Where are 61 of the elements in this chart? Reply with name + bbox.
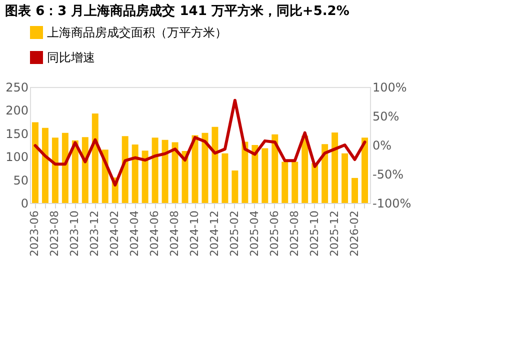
line-series	[34, 98, 366, 187]
bar	[242, 142, 248, 203]
bar	[272, 134, 278, 203]
y-tick-label: 150	[6, 126, 28, 141]
bar	[362, 138, 368, 203]
x-tick-label: 2025-04	[248, 210, 261, 256]
bar	[52, 138, 58, 203]
x-tick-label: 2023-08	[48, 210, 62, 256]
bar	[92, 113, 98, 203]
x-tick-label: 2024-08	[168, 210, 182, 256]
bar	[312, 163, 318, 203]
bar	[342, 153, 348, 203]
bar	[202, 132, 208, 203]
bar	[352, 178, 358, 203]
x-tick-label: 2025-10	[308, 210, 321, 256]
x-tick-label: 2024-02	[108, 210, 122, 256]
bar	[212, 126, 218, 203]
y2-tick-label: 100%	[372, 80, 407, 94]
x-tick-label: 2023-06	[28, 210, 42, 256]
bar	[132, 144, 138, 203]
x-tick-label: 2023-10	[68, 210, 82, 256]
y2-tick-label: 0%	[372, 138, 392, 152]
x-tick-label: 2026-02	[348, 210, 361, 256]
x-tick-label: 2024-04	[128, 210, 142, 256]
y2-tick-label: -100%	[372, 196, 412, 210]
bar	[32, 122, 38, 203]
bar	[332, 132, 338, 203]
bar	[262, 148, 268, 203]
x-tick-label: 2025-06	[268, 210, 281, 256]
bar	[42, 128, 48, 203]
x-tick-label: 2024-10	[188, 210, 202, 256]
x-tick-label: 2023-12	[88, 210, 102, 256]
y-tick-label: 100	[6, 150, 28, 164]
bar	[222, 153, 228, 203]
bar	[122, 136, 128, 203]
bar	[282, 162, 288, 203]
y-tick-label: 0	[20, 196, 28, 210]
legend-label: 上海商品房成交面积（万平方米）	[47, 26, 227, 40]
bar	[292, 162, 298, 203]
y-tick-label: 250	[6, 80, 28, 94]
bar	[252, 145, 258, 203]
chart-title: 图表 6：3 月上海商品房成交 141 万平方米，同比+5.2%	[5, 3, 350, 19]
x-tick-label: 2024-06	[148, 210, 162, 256]
bar	[142, 150, 148, 203]
x-tick-label: 2024-12	[208, 210, 221, 256]
y-tick-label: 200	[6, 104, 28, 118]
bar	[152, 138, 158, 203]
bar	[232, 170, 238, 203]
bar	[322, 144, 328, 203]
y2-tick-label: 50%	[372, 110, 400, 124]
bar	[302, 136, 308, 203]
bar	[172, 142, 178, 203]
bar	[192, 135, 198, 203]
y-tick-label: 50	[13, 173, 28, 188]
x-tick-label: 2025-02	[228, 210, 241, 256]
x-tick-label: 2025-08	[288, 210, 301, 256]
x-tick-label: 2025-12	[328, 210, 341, 256]
bar	[62, 132, 68, 203]
legend-label: 同比增速	[47, 50, 95, 64]
bar	[162, 140, 168, 203]
y2-tick-label: -50%	[372, 168, 404, 182]
